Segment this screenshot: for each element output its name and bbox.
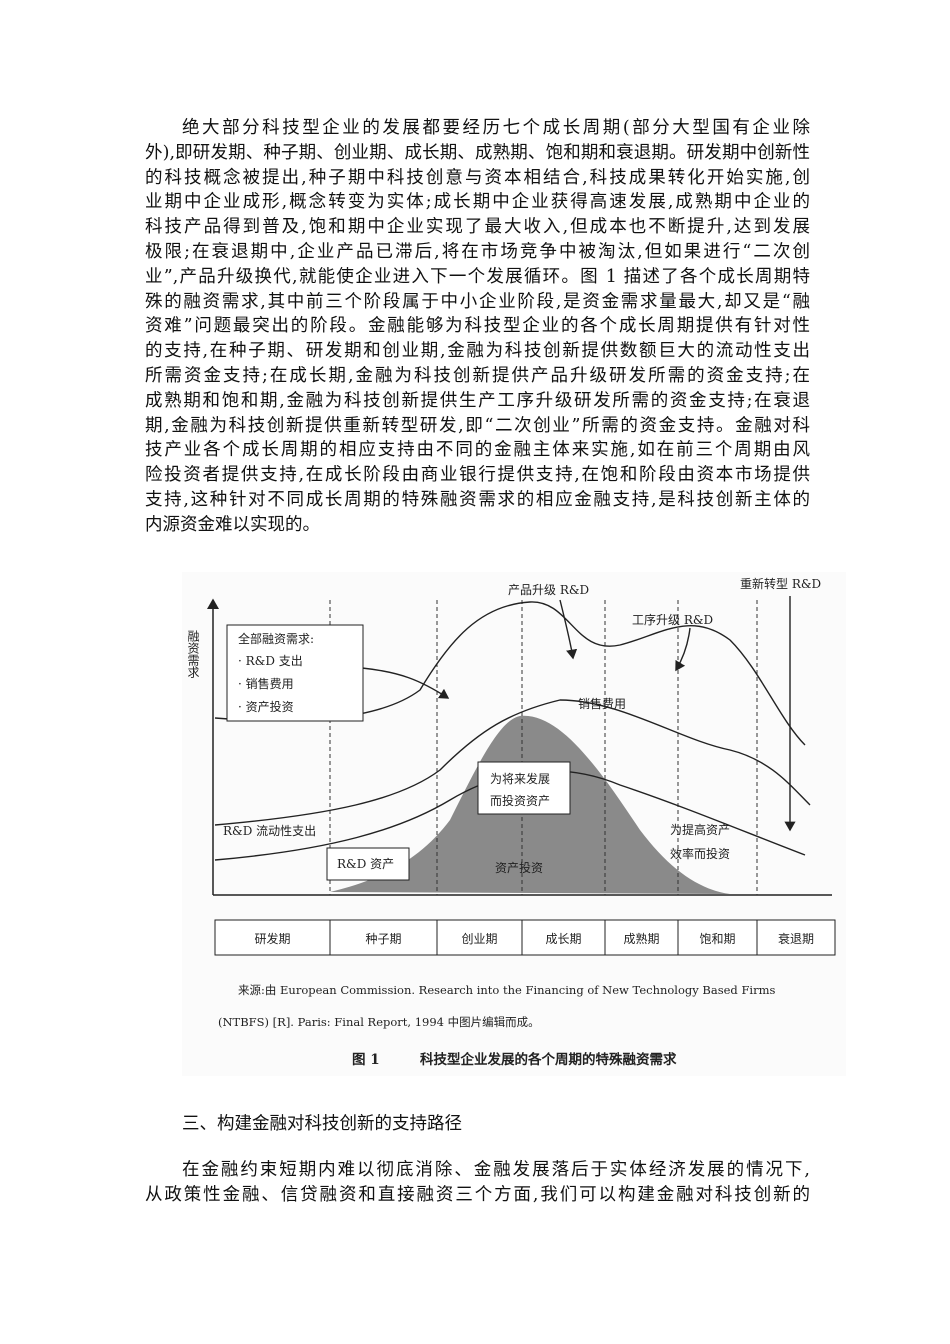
y-label: 融资需求 — [186, 630, 200, 678]
text-line: 成熟期和饱和期,金融为科技创新提供生产工序升级研发所需的资金支持;在衰退 — [145, 390, 810, 411]
stage-label: 创业期 — [461, 932, 497, 946]
label: 为将来发展 — [490, 771, 550, 786]
text-line: 在金融约束短期内难以彻底消除、金融发展落后于实体经济发展的情况下, — [182, 1160, 810, 1180]
stage-label: 成熟期 — [623, 931, 659, 946]
label-box — [477, 761, 571, 815]
label: R&D 流动性支出 — [223, 824, 316, 838]
stage-label: 成长期 — [545, 932, 581, 946]
label: 工序升级 R&D — [632, 612, 713, 627]
text-line: 技产业各个成长周期的相应支持由不同的金融主体来实施,如在前三个周期由风 — [145, 440, 810, 461]
text-line: 殊的融资需求,其中前三个阶段属于中小企业阶段,是资金需求量最大,却又是“融 — [145, 291, 810, 312]
legend-item: · 资产投资 — [238, 699, 294, 714]
stage-dividers — [329, 600, 758, 895]
label: R&D 资产 — [337, 857, 394, 871]
caption-number: 图 1 — [352, 1052, 380, 1068]
text-line: 支持,这种针对不同成长周期的特殊融资需求的相应金融支持,是科技创新主体的 — [145, 490, 810, 510]
legend-title: 全部融资需求: — [238, 631, 314, 646]
figure-svg: 全部融资需求: · R&D 支出 · 销售费用 · 资产投资 融资需求 产品升级… — [186, 576, 836, 1068]
legend-item: · R&D 支出 — [238, 654, 303, 668]
stage-label: 种子期 — [365, 932, 401, 946]
label: 资产投资 — [495, 860, 543, 875]
stage-label: 研发期 — [254, 931, 290, 946]
text-line: 所需资金支持;在成长期,金融为科技创新提供产品升级研发所需的资金支持;在 — [145, 366, 810, 386]
text-line: 险投资者提供支持,在成长阶段由商业银行提供支持,在饱和阶段由资本市场提供 — [145, 465, 810, 486]
text-line: 绝大部分科技型企业的发展都要经历七个成长周期(部分大型国有企业除 — [182, 118, 810, 138]
legend-item: · 销售费用 — [238, 676, 294, 691]
text-line: 极限;在衰退期中,企业产品已滞后,将在市场竞争中被淘汰,但如果进行“二次创 — [145, 242, 810, 262]
text-line: 内源资金难以实现的。 — [145, 514, 320, 535]
label: 效率而投资 — [670, 846, 730, 861]
text-line: 的科技概念被提出,种子期中科技创意与资本相结合,科技成果转化开始实施,创 — [145, 167, 810, 188]
text-line: 资难”问题最突出的阶段。金融能够为科技型企业的各个成长周期提供有针对性 — [145, 316, 810, 337]
text-line: 科技产品得到普及,饱和期中企业实现了最大收入,但成本也不断提升,达到发展 — [145, 217, 810, 238]
label: 为提高资产 — [670, 822, 730, 837]
caption-title: 科技型企业发展的各个周期的特殊融资需求 — [420, 1051, 677, 1068]
source: 来源:由 European Commission. Research into … — [238, 983, 776, 997]
source: (NTBFS) [R]. Paris: Final Report, 1994 中… — [218, 1015, 540, 1029]
text-line: 业”,产品升级换代,就能使企业进入下一个发展循环。图 1 描述了各个成长周期特 — [145, 266, 810, 287]
text-line: 的支持,在种子期、研发期和创业期,金融为科技创新提供数额巨大的流动性支出 — [145, 341, 810, 362]
label-box — [326, 847, 410, 881]
legend-box — [226, 624, 364, 722]
figure: 全部融资需求: · R&D 支出 · 销售费用 · 资产投资 融资需求 产品升级… — [182, 572, 846, 1076]
section-heading: 三、构建金融对科技创新的支持路径 — [182, 1114, 462, 1134]
text-line: 期,金融为科技创新提供重新转型研发,即“二次创业”所需的资金支持。金融对科 — [145, 415, 810, 436]
stage-table — [214, 919, 836, 956]
stage-label: 饱和期 — [699, 931, 735, 946]
label: 重新转型 R&D — [740, 576, 821, 591]
text-line: 业期中企业成形,概念转变为实体;成长期中企业获得高速发展,成熟期中企业的 — [145, 192, 810, 213]
label: 而投资资产 — [490, 793, 550, 808]
label: 销售费用 — [578, 696, 626, 711]
stage-label: 衰退期 — [778, 931, 814, 946]
text-line: 从政策性金融、信贷融资和直接融资三个方面,我们可以构建金融对科技创新的 — [145, 1184, 810, 1205]
y-axis-label: 融资需求 — [186, 630, 200, 678]
label: 产品升级 R&D — [508, 583, 589, 597]
text-line: 外),即研发期、种子期、创业期、成长期、成熟期、饱和期和衰退期。研发期中创新性 — [145, 142, 810, 163]
stages: 研发期 种子期 创业期 成长期 成熟期 饱和期 衰退期 — [254, 920, 814, 955]
